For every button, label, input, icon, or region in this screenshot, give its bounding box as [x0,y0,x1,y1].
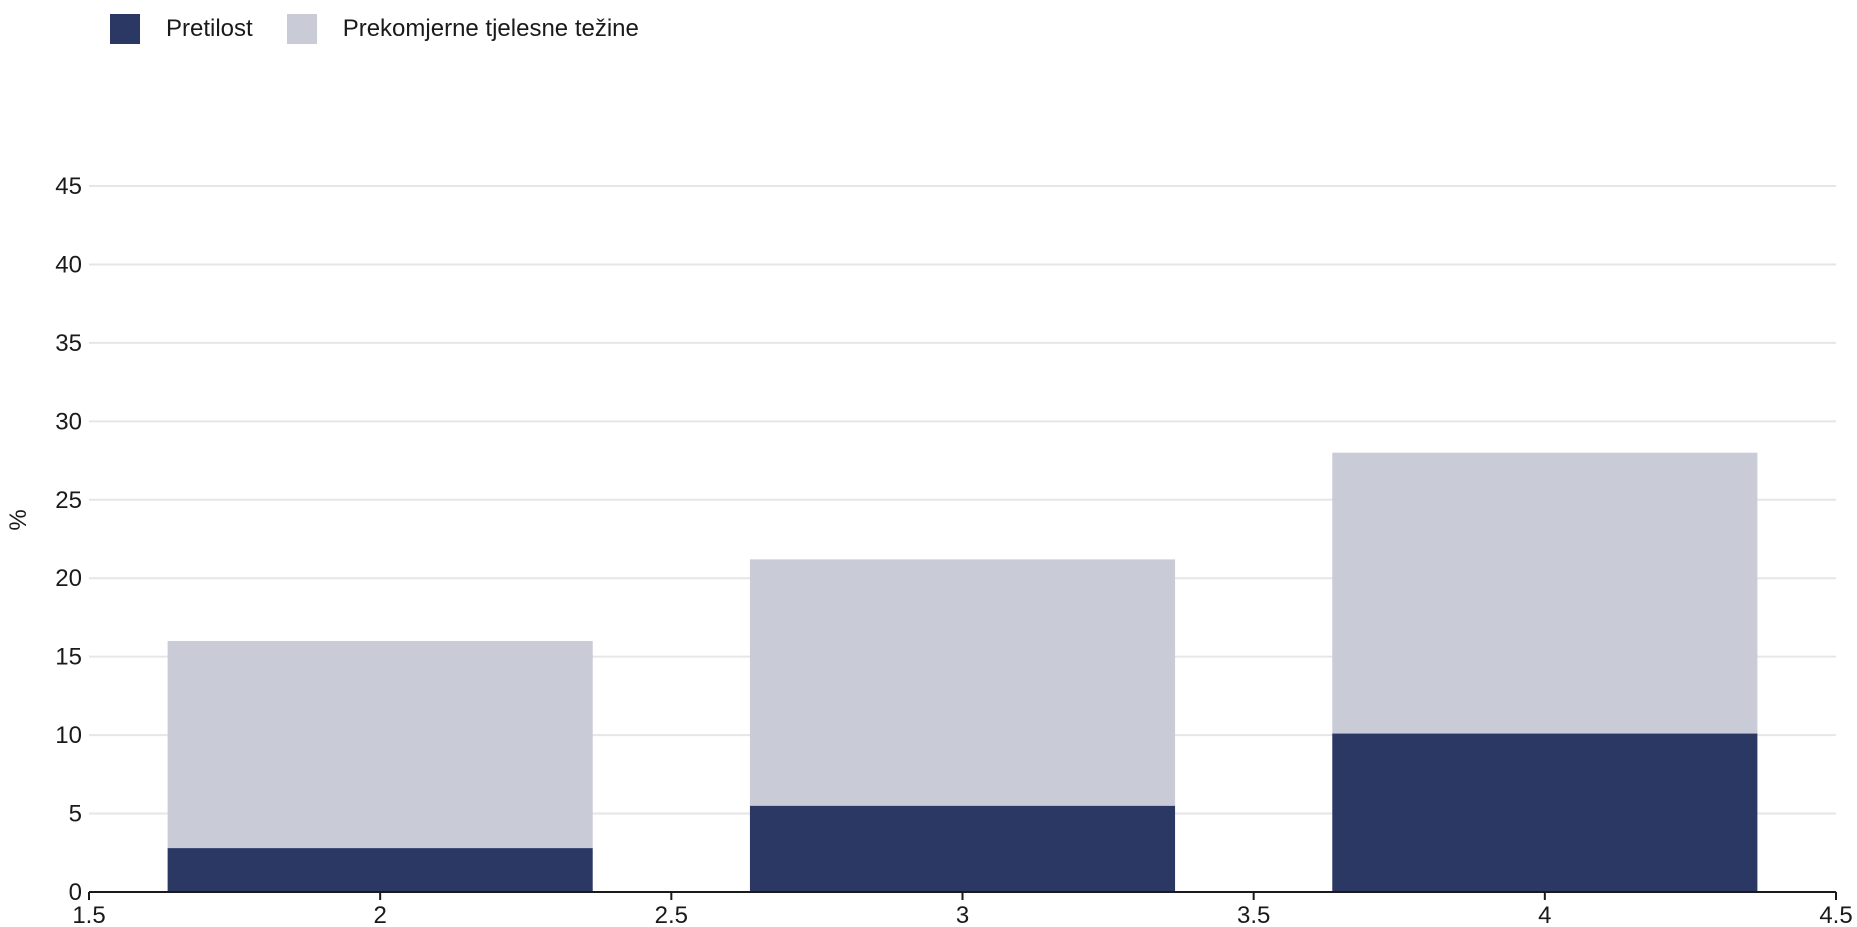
chart-legend: Pretilost Prekomjerne tjelesne težine [110,14,673,44]
bar-pretilost-4 [1332,733,1758,892]
x-tick-label-4.5: 4.5 [1819,902,1852,927]
bar-prekomjerne-4 [1332,452,1758,734]
legend-label-pretilost: Pretilost [166,15,253,42]
legend-item-prekomjerne[interactable]: Prekomjerne tjelesne težine [286,14,639,44]
x-tick-label-2: 2 [373,902,386,927]
y-tick-label-25: 25 [55,487,82,514]
x-tick-label-2.5: 2.5 [655,902,688,927]
x-tick-label-4: 4 [1538,902,1551,927]
x-tick-label-3: 3 [956,902,969,927]
bar-prekomjerne-2 [167,640,593,849]
y-tick-label-15: 15 [55,644,82,671]
bar-prekomjerne-3 [749,559,1176,806]
x-tick-label-1.5: 1.5 [72,902,105,927]
legend-swatch-prekomjerne [286,14,317,44]
y-tick-label-5: 5 [69,801,82,828]
y-tick-label-40: 40 [55,251,82,278]
bar-pretilost-3 [749,805,1176,892]
y-tick-label-0: 0 [69,879,82,906]
y-tick-label-30: 30 [55,408,82,435]
legend-item-pretilost[interactable]: Pretilost [110,14,253,44]
y-axis-label: % [5,509,32,530]
y-tick-label-35: 35 [55,330,82,357]
y-tick-label-45: 45 [55,173,82,200]
legend-label-prekomjerne: Prekomjerne tjelesne težine [342,15,639,42]
y-tick-label-20: 20 [55,565,82,592]
x-tick-label-3.5: 3.5 [1237,902,1270,927]
bar-pretilost-2 [167,848,593,892]
legend-swatch-pretilost [110,14,140,44]
y-tick-label-10: 10 [55,722,82,749]
